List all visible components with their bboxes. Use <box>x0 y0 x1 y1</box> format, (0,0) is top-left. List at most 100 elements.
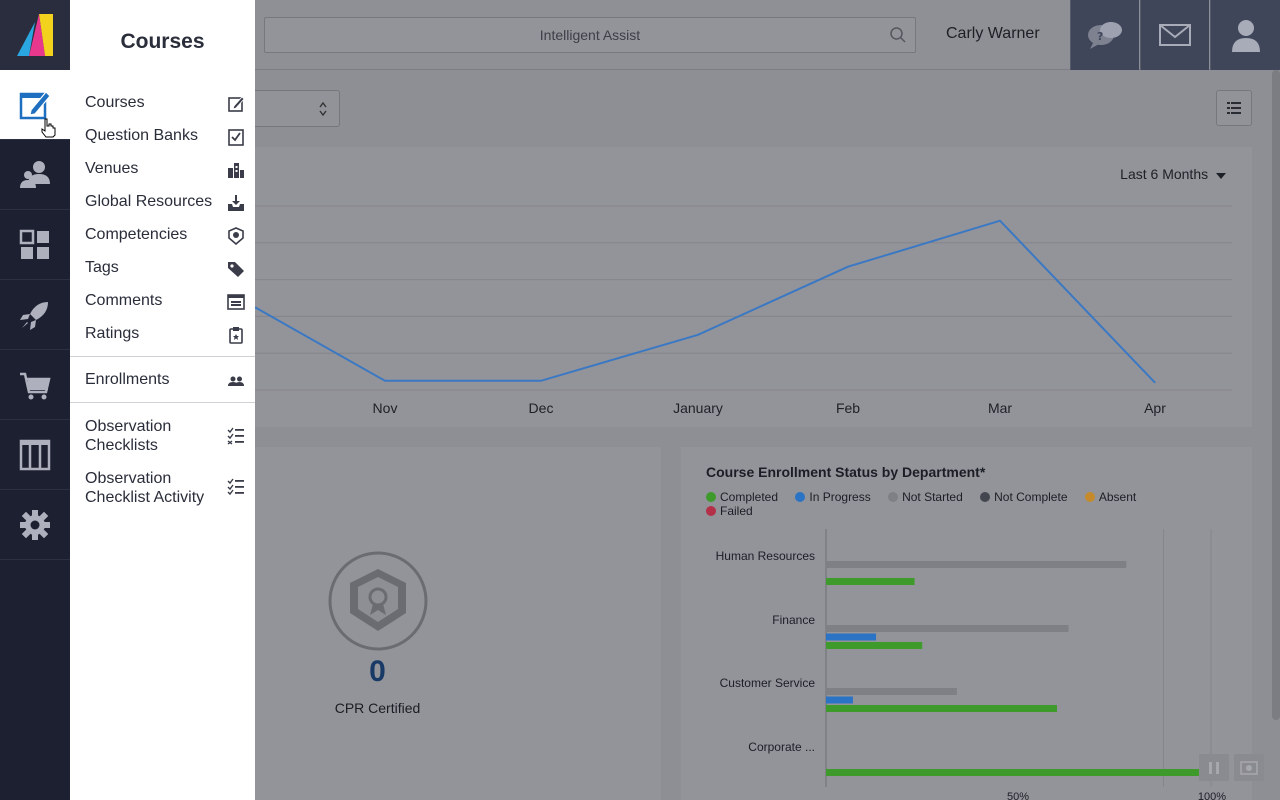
help-chat-button[interactable]: ? <box>1070 0 1139 70</box>
menu-item-label: Courses <box>85 94 145 111</box>
rail-courses[interactable] <box>0 70 70 140</box>
menu-item-label: Venues <box>85 160 139 177</box>
legend-completed: Completed <box>706 490 778 504</box>
shield-icon <box>228 227 244 245</box>
rail-users[interactable] <box>0 140 70 210</box>
menu-item-observation-checklists[interactable]: Observation Checklists <box>85 417 245 455</box>
menu-item-label-line2: Checklists <box>85 437 158 454</box>
time-range-dropdown[interactable]: Last 6 Months <box>1120 166 1226 182</box>
search-icon[interactable] <box>889 26 907 44</box>
bar-completed <box>826 578 915 585</box>
bar-completed <box>826 769 1211 776</box>
certificate-badge-icon <box>328 551 428 651</box>
menu-item-enrollments[interactable]: Enrollments <box>85 371 245 389</box>
pause-button[interactable] <box>1199 754 1229 781</box>
bar-in-progress <box>826 696 853 704</box>
menu-item-ratings[interactable]: Ratings <box>85 325 245 344</box>
dashboard-grid-icon <box>19 229 49 259</box>
users-icon <box>20 160 50 188</box>
picture-button[interactable] <box>1234 754 1264 781</box>
search-placeholder: Intelligent Assist <box>539 27 641 43</box>
hand-cursor-icon <box>41 118 56 138</box>
courses-menu: Courses Courses Question Banks Venues Gl… <box>70 0 255 800</box>
rail-settings[interactable] <box>0 490 70 560</box>
tag-icon <box>228 262 244 277</box>
comment-box-icon <box>227 294 245 310</box>
shopping-cart-icon <box>20 372 51 399</box>
data-point <box>697 334 699 336</box>
list-check-icon <box>227 478 244 496</box>
x-tick-label: Dec <box>529 400 554 416</box>
series-line <box>255 219 1156 384</box>
logo-icon <box>17 14 53 56</box>
category-label: Finance <box>772 613 815 627</box>
menu-item-global-resources[interactable]: Global Resources <box>85 193 245 211</box>
menu-item-label: Ratings <box>85 325 140 342</box>
category-label: Customer Service <box>720 676 816 690</box>
columns-icon <box>19 439 51 470</box>
svg-text:?: ? <box>1097 30 1103 43</box>
x-tick-label: Apr <box>1144 400 1166 416</box>
menu-item-label-line1: Observation <box>85 470 172 487</box>
menu-item-comments[interactable]: Comments <box>85 292 245 310</box>
app-logo[interactable] <box>0 0 70 70</box>
legend-not-complete: Not Complete <box>980 490 1068 504</box>
clipboard-icon <box>229 327 243 344</box>
line-chart-panel: Last 6 Months Nov Dec January Feb Mar Apr <box>255 147 1252 427</box>
rail-catalog[interactable] <box>0 420 70 490</box>
menu-item-label: Comments <box>85 292 163 309</box>
menu-item-observation-checklist-activity[interactable]: Observation Checklist Activity <box>85 469 245 507</box>
data-point <box>384 380 386 382</box>
download-tray-icon <box>228 195 244 211</box>
bar-not-started <box>826 561 1127 568</box>
enrollment-bar-chart: Human Resources Finance Customer Service Co… <box>716 529 1226 800</box>
envelope-icon <box>1159 24 1191 46</box>
pause-icon <box>1209 761 1219 774</box>
menu-item-label: Question Banks <box>85 127 198 144</box>
time-range-label: Last 6 Months <box>1120 166 1209 182</box>
rail-dashboard[interactable] <box>0 210 70 280</box>
menu-item-courses[interactable]: Courses <box>85 94 245 112</box>
select-arrows-icon <box>319 102 327 116</box>
rail-store[interactable] <box>0 350 70 420</box>
menu-item-label: Global Resources <box>85 193 213 210</box>
building-icon <box>228 163 244 178</box>
menu-item-venues[interactable]: Venues <box>85 160 245 178</box>
legend-failed: Failed <box>706 504 753 518</box>
category-label: Corporate ... <box>748 740 815 754</box>
bar-completed <box>826 705 1057 712</box>
profile-button[interactable] <box>1210 0 1280 70</box>
category-label: Human Resources <box>716 549 815 563</box>
cpr-certified-count: 0 <box>369 655 386 688</box>
data-point <box>999 220 1001 222</box>
x-tick-label: Mar <box>988 400 1012 416</box>
intelligent-assist-search[interactable]: Intelligent Assist <box>264 17 916 53</box>
caret-down-icon <box>1216 173 1226 179</box>
image-icon <box>1240 760 1258 775</box>
bar-completed <box>826 642 923 649</box>
menu-divider <box>70 356 255 357</box>
x-tick-label: January <box>673 400 723 416</box>
rocket-icon <box>20 301 48 330</box>
cpr-certified-label: CPR Certified <box>334 700 421 716</box>
page-scrollbar[interactable] <box>1272 70 1280 720</box>
x-tick-label: 50% <box>1007 791 1029 800</box>
menu-divider <box>70 402 255 403</box>
x-tick-label: Nov <box>373 400 398 416</box>
rail-launch[interactable] <box>0 280 70 350</box>
bar-in-progress <box>826 633 877 641</box>
users-icon <box>228 376 244 386</box>
user-name[interactable]: Carly Warner <box>946 25 1040 42</box>
menu-item-tags[interactable]: Tags <box>85 259 245 277</box>
bar-not-started <box>826 625 1069 632</box>
messages-button[interactable] <box>1140 0 1209 70</box>
list-view-button[interactable] <box>1216 90 1252 126</box>
top-bar: Intelligent Assist Carly Warner ? <box>70 0 1280 70</box>
edit-document-icon <box>19 90 51 119</box>
edit-icon <box>228 96 245 112</box>
data-point <box>847 266 849 268</box>
x-tick-label: Feb <box>836 400 860 416</box>
menu-item-competencies[interactable]: Competencies <box>85 226 245 245</box>
filter-select[interactable] <box>255 90 340 127</box>
menu-item-question-banks[interactable]: Question Banks <box>85 127 245 146</box>
